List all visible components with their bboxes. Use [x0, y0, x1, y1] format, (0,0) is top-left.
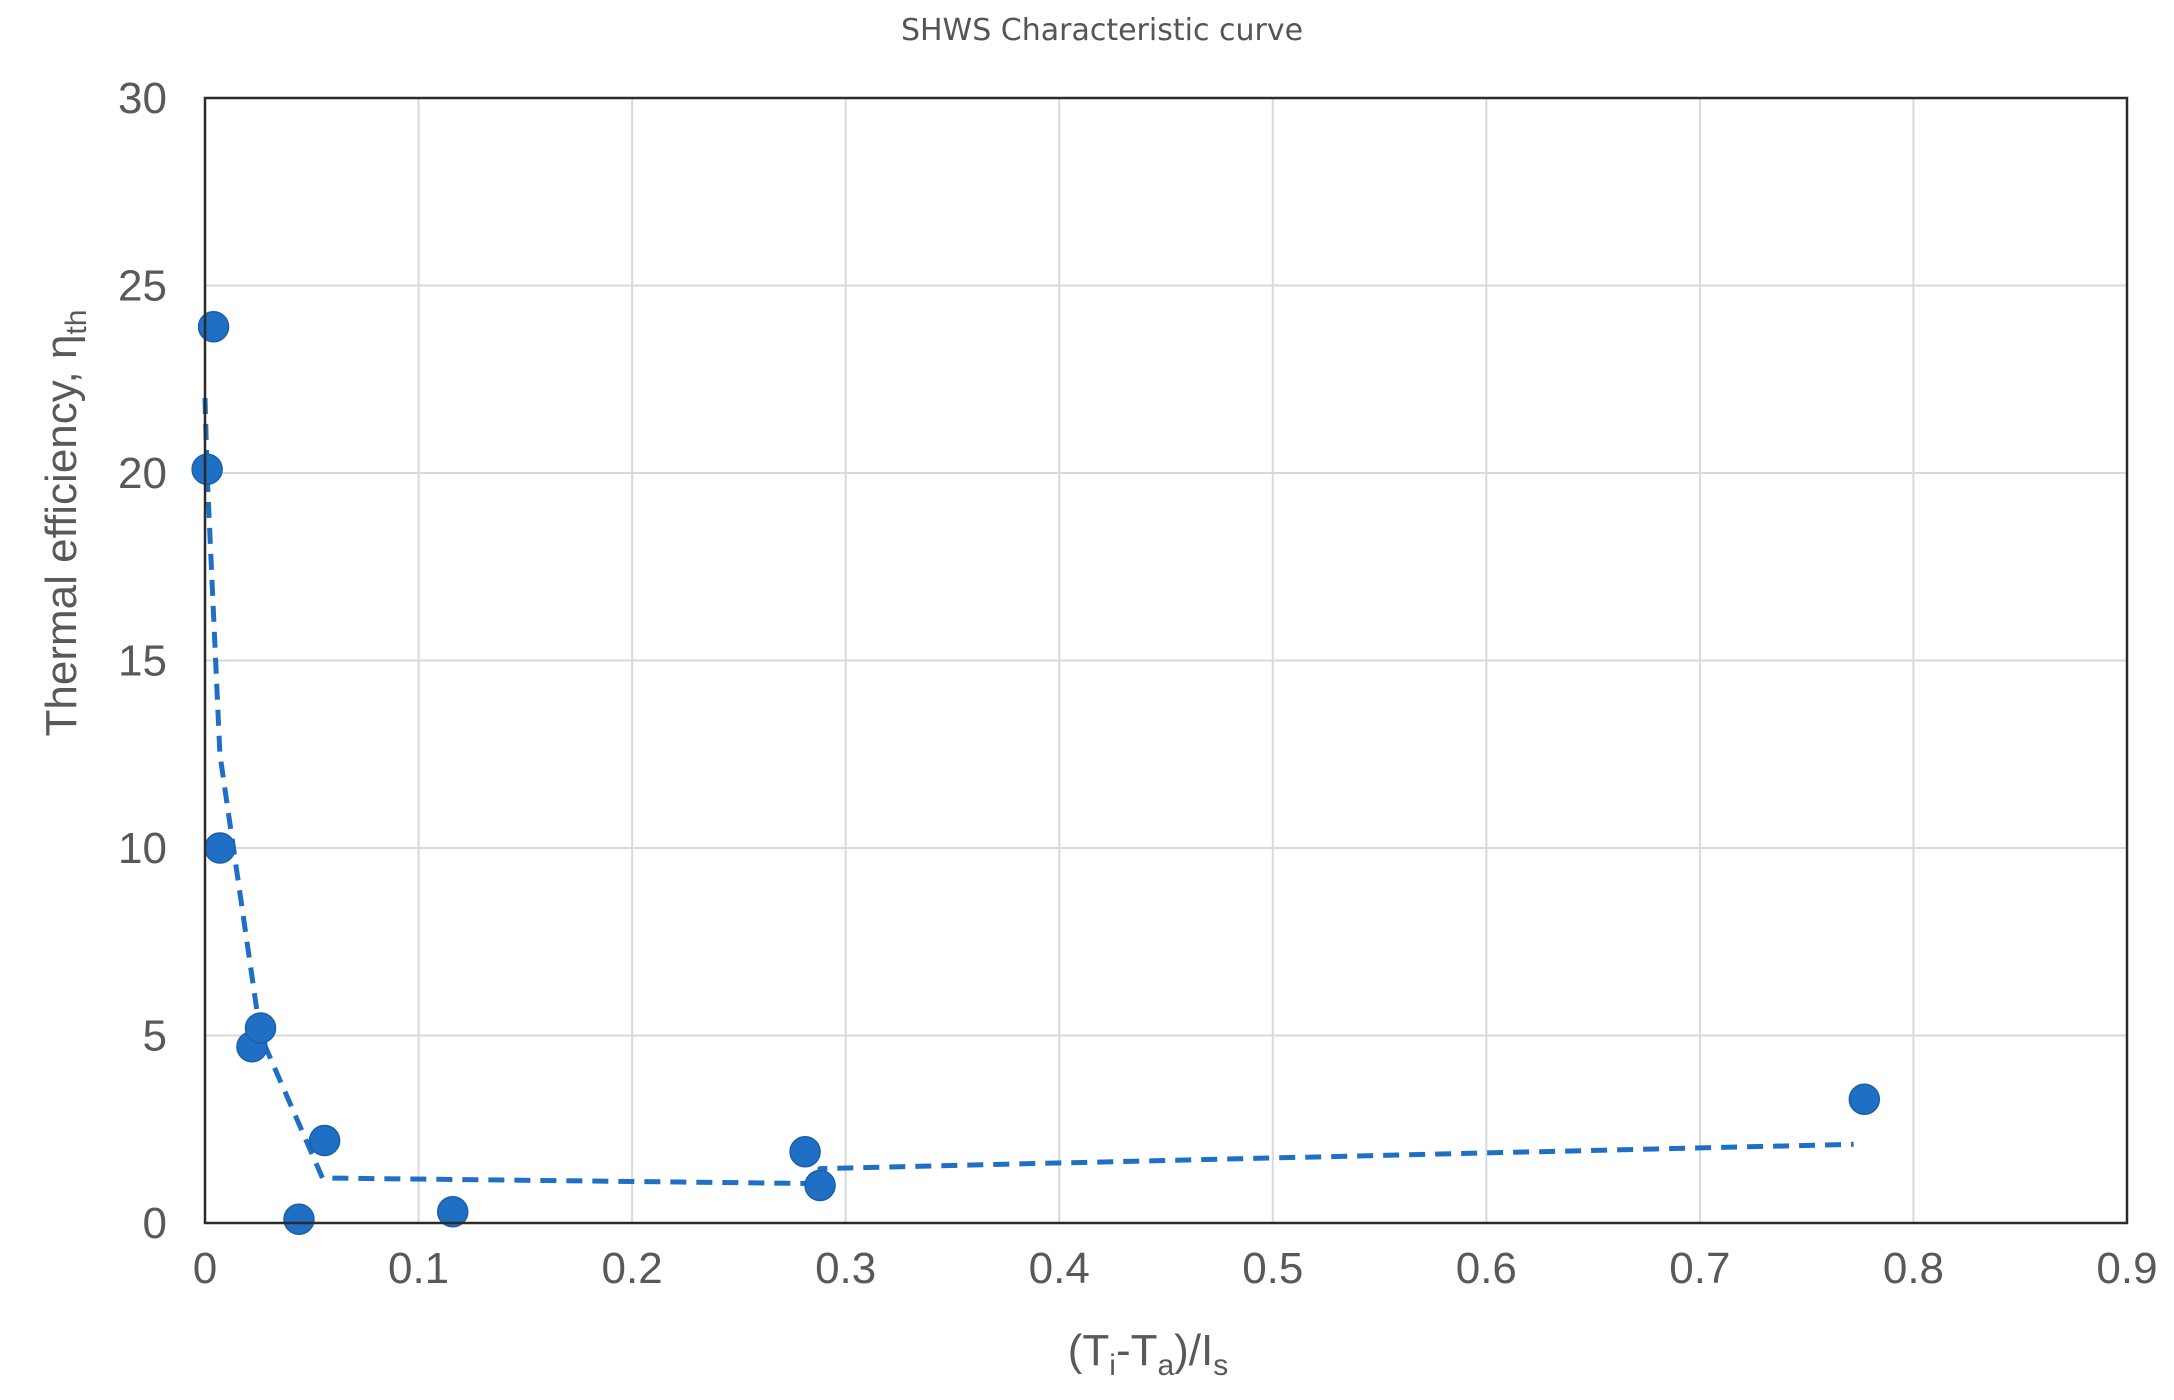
- x-tick-label: 0.3: [815, 1244, 876, 1293]
- x-tick-label: 0.4: [1029, 1244, 1090, 1293]
- x-tick-labels: 0 0.1 0.2 0.3 0.4 0.5 0.6 0.7 0.8 0.9: [193, 1244, 2158, 1293]
- chart-title: SHWS Characteristic curve: [901, 13, 1303, 48]
- y-axis-title-sub: th: [60, 310, 93, 335]
- y-tick-label: 0: [143, 1199, 167, 1248]
- trend-line: [202, 397, 1854, 1187]
- x-tick-label: 0.9: [2096, 1244, 2157, 1293]
- y-tick-label: 20: [118, 449, 167, 498]
- x-axis-title-suffix: )/I: [1174, 1326, 1213, 1375]
- x-tick-label: 0.2: [602, 1244, 663, 1293]
- y-axis-title-main: Thermal efficiency, η: [37, 335, 86, 737]
- x-axis-title: (Ti-Ta)/Is: [1068, 1326, 1229, 1382]
- x-tick-label: 0.5: [1242, 1244, 1303, 1293]
- x-axis-title-sub-s: s: [1213, 1349, 1228, 1382]
- data-point: [1848, 1083, 1881, 1115]
- x-axis-title-sub-i: i: [1109, 1349, 1116, 1382]
- y-tick-label: 15: [118, 637, 167, 686]
- y-tick-label: 10: [118, 824, 167, 873]
- plot-area-border: [203, 96, 2129, 1225]
- data-point: [191, 453, 223, 485]
- data-point: [436, 1196, 469, 1228]
- trend-lines: [202, 397, 1854, 1187]
- data-points: [191, 311, 1881, 1235]
- y-tick-label: 30: [118, 74, 167, 123]
- y-tick-label: 25: [118, 262, 167, 311]
- data-point: [804, 1169, 836, 1202]
- x-tick-label: 0: [193, 1244, 217, 1293]
- data-point: [244, 1012, 277, 1044]
- data-point: [789, 1136, 821, 1168]
- y-tick-label: 5: [143, 1012, 167, 1061]
- y-tick-labels: 0 5 10 15 20 25 30: [118, 74, 167, 1248]
- grid: [204, 97, 2128, 1224]
- data-point: [308, 1124, 341, 1157]
- x-tick-label: 0.1: [388, 1244, 449, 1293]
- x-axis-title-sub-a: a: [1157, 1349, 1174, 1382]
- data-point: [204, 832, 236, 864]
- data-point: [197, 311, 230, 343]
- x-axis-title-mid: -T: [1116, 1326, 1158, 1375]
- x-tick-label: 0.6: [1456, 1244, 1517, 1293]
- x-tick-label: 0.7: [1669, 1244, 1730, 1293]
- x-tick-label: 0.8: [1883, 1244, 1944, 1293]
- y-axis-title: Thermal efficiency, ηth: [37, 310, 93, 737]
- x-axis-title-prefix: (T: [1068, 1326, 1110, 1375]
- data-point: [283, 1203, 315, 1235]
